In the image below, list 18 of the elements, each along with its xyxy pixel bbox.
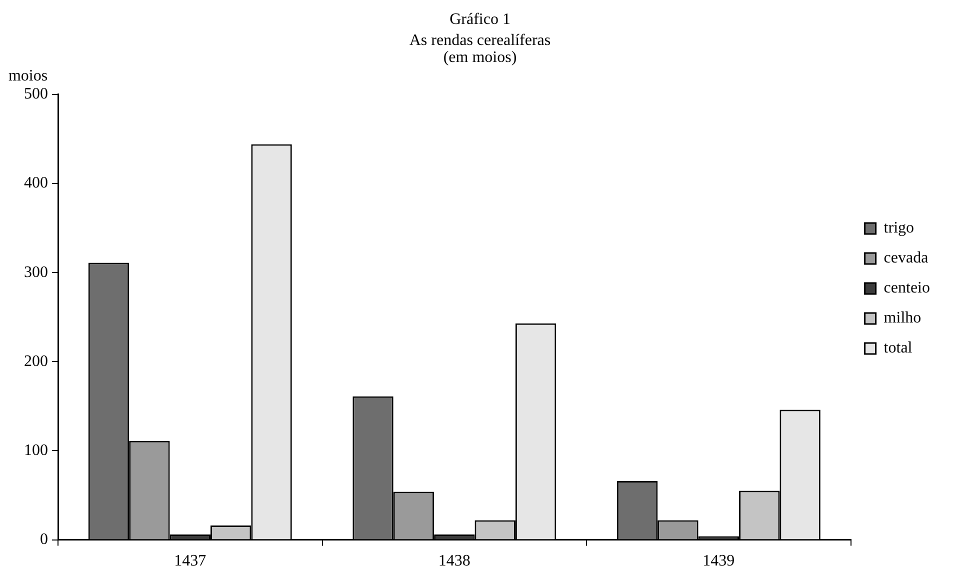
y-tick-label: 300 bbox=[24, 264, 48, 281]
y-tick-label: 400 bbox=[24, 174, 48, 192]
y-axis-title: moios bbox=[8, 68, 48, 85]
legend-label: cevada bbox=[884, 250, 928, 267]
y-tick-label: 500 bbox=[24, 86, 48, 103]
legend-label: milho bbox=[884, 310, 922, 327]
y-tick-label: 0 bbox=[40, 531, 48, 548]
text: (em moios) bbox=[443, 49, 517, 66]
y-tick-label: 200 bbox=[24, 352, 48, 370]
chart-title: Gráfico 1 bbox=[450, 10, 510, 28]
x-tick-label: 1437 bbox=[174, 552, 206, 570]
legend-label: trigo bbox=[884, 220, 914, 237]
legend-label: total bbox=[884, 340, 913, 357]
y-tick-label: 100 bbox=[24, 442, 48, 459]
x-tick-label: 1439 bbox=[702, 552, 735, 570]
legend-label: centeio bbox=[884, 280, 930, 297]
chart-subtitle: As rendas cerealíferas bbox=[409, 32, 551, 50]
x-tick-label: 1438 bbox=[438, 552, 470, 570]
